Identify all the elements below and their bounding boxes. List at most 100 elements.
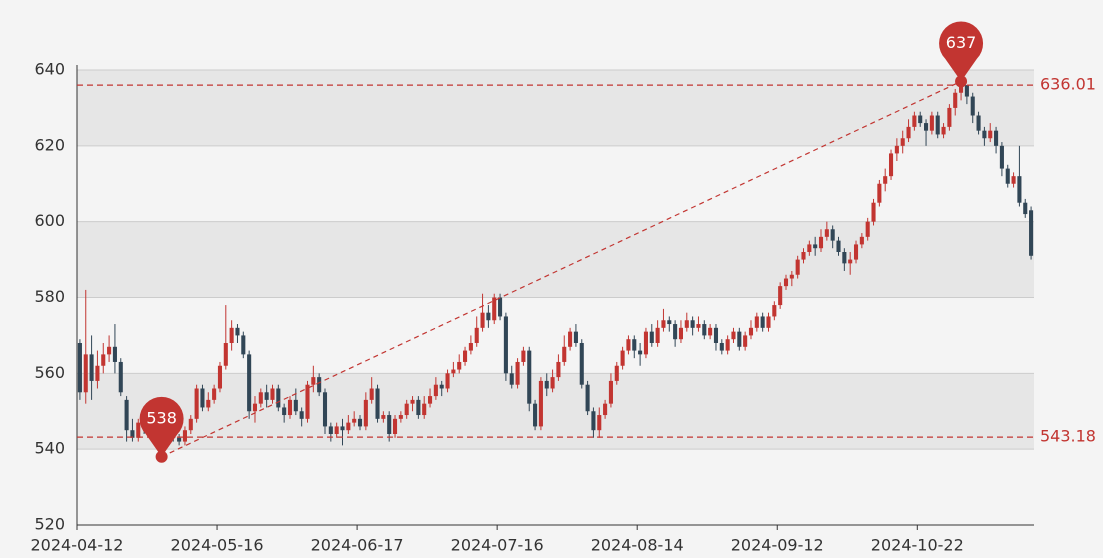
mark-point-pin xyxy=(939,21,984,82)
candle-body xyxy=(737,331,742,347)
candle-body xyxy=(871,202,876,222)
candle-body xyxy=(357,418,363,427)
candle-body xyxy=(241,335,246,355)
candle-body xyxy=(474,327,479,343)
candle-body xyxy=(713,327,719,343)
candle-body xyxy=(562,346,567,362)
candle-body xyxy=(229,327,234,343)
candle-body xyxy=(252,403,258,412)
y-tick-label: 640 xyxy=(34,60,65,79)
candle-body xyxy=(760,316,765,328)
candle-body xyxy=(322,392,328,427)
candle-body xyxy=(708,327,713,336)
candle-body xyxy=(865,221,870,237)
candle-body xyxy=(258,392,263,404)
candle-body xyxy=(1005,168,1010,184)
candle-body xyxy=(970,96,975,116)
candle-body xyxy=(848,259,853,264)
candle-body xyxy=(591,411,596,431)
mark-line-label: 543.18 xyxy=(1040,427,1096,446)
candle-body xyxy=(597,415,602,431)
candle-body xyxy=(953,92,958,108)
candle-body xyxy=(451,369,456,374)
candle-body xyxy=(719,343,724,351)
candle-body xyxy=(486,312,491,321)
candle-body xyxy=(83,354,88,393)
candle-body xyxy=(328,426,333,434)
candle-body xyxy=(416,399,421,416)
candle-body xyxy=(299,411,304,419)
candle-body xyxy=(655,327,660,343)
candle-body xyxy=(206,399,211,408)
candle-body xyxy=(235,327,240,336)
candle-body xyxy=(352,418,357,423)
candle-body xyxy=(836,240,841,252)
x-tick-label: 2024-07-16 xyxy=(451,536,544,555)
x-tick-label: 2024-05-16 xyxy=(171,536,264,555)
candle-body xyxy=(130,430,135,438)
candle-body xyxy=(427,396,433,404)
candle-body xyxy=(918,115,923,124)
candle-body xyxy=(463,350,468,362)
candle-body xyxy=(381,415,386,419)
mark-point-dot xyxy=(955,75,968,88)
split-area xyxy=(77,373,1034,450)
candle-body xyxy=(509,373,514,385)
y-tick-label: 540 xyxy=(34,439,65,458)
split-area xyxy=(77,297,1034,374)
candle-body xyxy=(340,426,345,431)
candle-body xyxy=(264,392,269,400)
candle-body xyxy=(124,399,129,431)
candle-body xyxy=(375,388,380,419)
y-tick-label: 560 xyxy=(34,363,65,382)
candle-body xyxy=(912,115,917,127)
candle-body xyxy=(270,388,275,400)
candle-body xyxy=(673,324,678,340)
candle-body xyxy=(410,399,415,404)
mark-line-label: 636.01 xyxy=(1040,75,1096,94)
candle-body xyxy=(177,437,182,442)
candle-body xyxy=(387,415,392,434)
candle-body xyxy=(439,384,444,389)
candle-body xyxy=(702,324,707,336)
candle-body xyxy=(789,274,794,279)
candle-body xyxy=(638,350,643,355)
candle-body xyxy=(392,418,398,434)
candle-body xyxy=(293,399,298,412)
candle-body xyxy=(194,388,199,419)
candle-body xyxy=(363,399,368,427)
candle-body xyxy=(457,361,462,370)
mark-point-label: 538 xyxy=(146,408,177,427)
candle-body xyxy=(1011,176,1016,184)
candle-body xyxy=(282,407,287,416)
candle-body xyxy=(888,153,894,177)
y-tick-label: 520 xyxy=(34,515,65,534)
candle-body xyxy=(976,115,981,131)
candle-body xyxy=(568,331,573,347)
candle-body xyxy=(906,126,911,139)
candle-body xyxy=(422,403,427,416)
candle-body xyxy=(112,346,117,362)
candle-body xyxy=(643,331,648,355)
candle-body xyxy=(77,343,82,393)
candle-body xyxy=(748,327,754,336)
y-tick-label: 620 xyxy=(34,135,65,154)
candle-body xyxy=(585,384,590,412)
candle-body xyxy=(468,343,473,351)
trend-line xyxy=(161,80,962,458)
candle-body xyxy=(988,130,993,139)
candle-body xyxy=(783,278,789,287)
candle-body xyxy=(550,377,555,389)
candle-body xyxy=(900,138,905,146)
candle-body xyxy=(994,130,999,146)
candle-body xyxy=(573,331,578,343)
candle-body xyxy=(959,85,964,93)
candle-body xyxy=(1017,176,1022,203)
candle-body xyxy=(795,259,800,275)
candle-body xyxy=(661,320,666,328)
candle-body xyxy=(212,388,217,400)
candle-body xyxy=(136,422,141,438)
candle-body xyxy=(859,236,864,245)
candle-body xyxy=(807,244,812,252)
